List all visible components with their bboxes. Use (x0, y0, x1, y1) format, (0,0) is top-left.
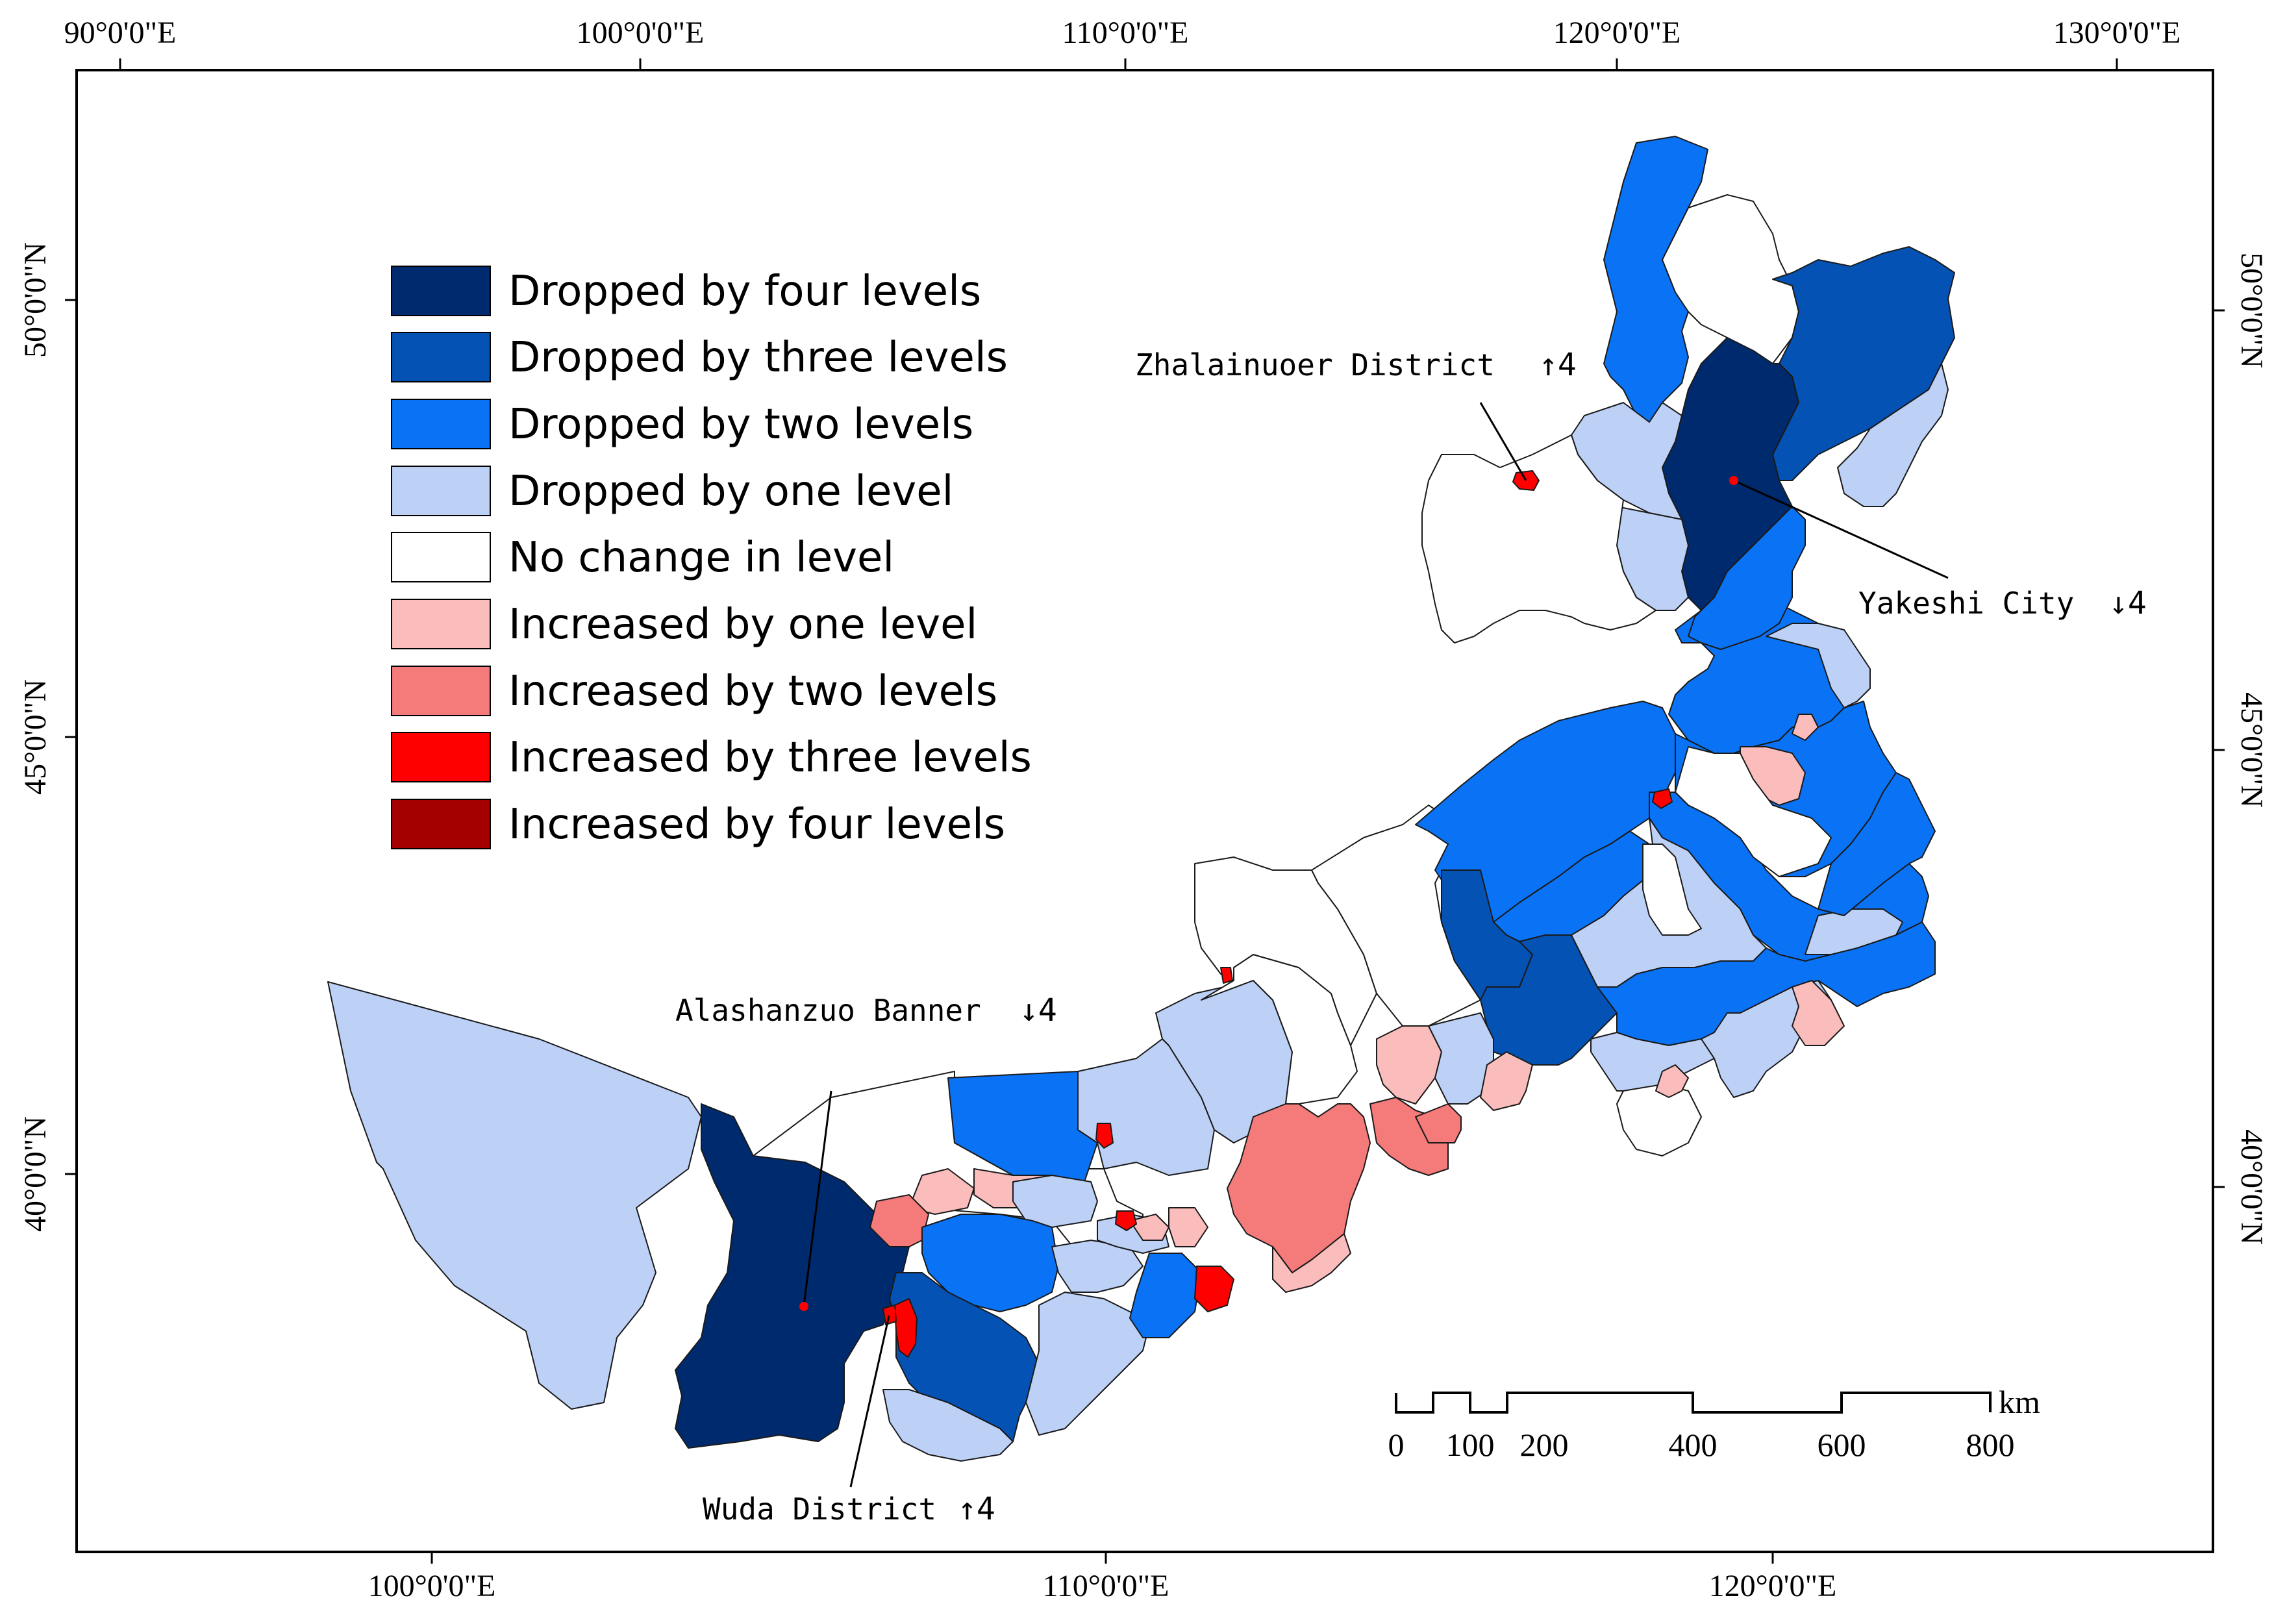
annotation-symbol: ↑4 (1539, 347, 1577, 383)
bottom-axis-label: 100°0'0"E (368, 1569, 496, 1603)
legend-label: Dropped by three levels (508, 334, 1008, 382)
region (1642, 843, 1702, 936)
top-axis-label: 120°0'0"E (1553, 16, 1681, 50)
scale-tick-label: 100 (1446, 1427, 1495, 1463)
location-marker (799, 1302, 808, 1311)
bottom-axis-label: 110°0'0"E (1043, 1569, 1169, 1603)
legend-label: Dropped by two levels (508, 401, 973, 449)
annotation-symbol: ↓4 (1019, 992, 1057, 1029)
left-axis-label: 40°0'0"N (18, 1116, 53, 1232)
region (1421, 434, 1656, 643)
region (1415, 1103, 1462, 1143)
region (1837, 363, 1949, 507)
region (1012, 1175, 1098, 1228)
legend-swatch-up4 (391, 799, 491, 849)
region (1115, 1210, 1137, 1231)
top-axis-label: 110°0'0"E (1062, 16, 1189, 50)
right-axis-label: 40°0'0"N (2234, 1129, 2269, 1245)
region-layer (327, 136, 1955, 1462)
leader-line (1479, 402, 1527, 481)
region (1272, 1233, 1351, 1293)
bottom-axis-label: 120°0'0"E (1709, 1569, 1837, 1603)
legend-swatch-down1 (391, 466, 491, 516)
legend-swatch-up2 (391, 666, 491, 716)
region (1025, 1292, 1150, 1436)
top-axis-labels: 90°0'0"E 100°0'0"E 110°0'0"E 120°0'0"E 1… (64, 16, 2181, 50)
region (1194, 1266, 1234, 1312)
scale-bar: 0 100 200 400 600 800 km (1388, 1384, 2041, 1463)
scale-tick-label: 200 (1520, 1427, 1569, 1463)
annotation-name: Zhalainuoer District (1135, 347, 1495, 382)
leader-line (1733, 479, 1949, 579)
right-axis-label: 45°0'0"N (2234, 692, 2269, 808)
legend-label: Increased by two levels (508, 668, 997, 716)
region (1428, 1012, 1494, 1105)
scale-tick-label: 800 (1966, 1427, 2015, 1463)
legend-label: Increased by four levels (508, 801, 1005, 849)
annotation-symbol: ↓4 (2109, 585, 2147, 621)
right-axis-label: 50°0'0"N (2234, 253, 2269, 368)
annotation-name: Yakeshi City (1858, 586, 2074, 621)
annotation-symbol: ↑4 (958, 1491, 995, 1527)
legend-label: No change in level (508, 534, 894, 582)
right-axis-labels: 50°0'0"N 45°0'0"N 40°0'0"N (2234, 253, 2269, 1245)
region (882, 1389, 1014, 1462)
legend-swatch-down4 (391, 266, 491, 316)
region (1480, 1051, 1533, 1111)
legend-label: Increased by one level (508, 601, 977, 649)
top-axis-label: 130°0'0"E (2053, 16, 2181, 50)
region (1129, 1214, 1169, 1241)
leader-line (849, 1312, 891, 1488)
scale-tick-label: 0 (1388, 1427, 1405, 1463)
region (1227, 1103, 1371, 1273)
legend-label: Dropped by one level (508, 468, 953, 516)
legend-swatch-down3 (391, 332, 491, 382)
top-axis-label: 100°0'0"E (577, 16, 705, 50)
region (1652, 788, 1673, 809)
scale-tick-label: 400 (1669, 1427, 1718, 1463)
region (1818, 772, 1936, 916)
top-axis-label: 90°0'0"E (64, 16, 177, 50)
region (1655, 1064, 1689, 1098)
left-axis-label: 45°0'0"N (18, 679, 53, 795)
left-axis-label: 50°0'0"N (18, 242, 53, 358)
legend-swatch-up1 (391, 599, 491, 649)
annotations: Zhalainuoer District ↑4 Yakeshi City ↓4 … (675, 347, 2147, 1527)
legend-swatch-down2 (391, 399, 491, 449)
scale-unit: km (1999, 1384, 2040, 1420)
region (1376, 1025, 1442, 1105)
annotation-name: Wuda District (703, 1492, 936, 1527)
legend: Dropped by four levels Dropped by three … (391, 266, 1032, 849)
region (1129, 1253, 1202, 1338)
location-marker (1729, 476, 1738, 485)
legend-label: Dropped by four levels (508, 268, 981, 316)
region (869, 1194, 929, 1247)
region (894, 1298, 918, 1358)
frame-ticks (65, 58, 2225, 1564)
left-axis-labels: 50°0'0"N 45°0'0"N 40°0'0"N (18, 242, 53, 1232)
scale-tick-label: 600 (1818, 1427, 1866, 1463)
bottom-axis-labels: 100°0'0"E 110°0'0"E 120°0'0"E (368, 1569, 1837, 1603)
region (1220, 967, 1233, 984)
region (1792, 714, 1819, 741)
region (1792, 980, 1845, 1046)
region (921, 1214, 1059, 1312)
location-marker (886, 1307, 895, 1316)
region (1168, 1207, 1208, 1247)
annotation-name: Alashanzuo Banner (675, 993, 981, 1028)
leader-line (803, 1090, 832, 1306)
legend-swatch-nochange (391, 532, 491, 582)
legend-label: Increased by three levels (508, 734, 1032, 782)
legend-swatch-up3 (391, 732, 491, 782)
region (1675, 746, 1832, 877)
region (1766, 623, 1871, 708)
region (1095, 1123, 1114, 1149)
